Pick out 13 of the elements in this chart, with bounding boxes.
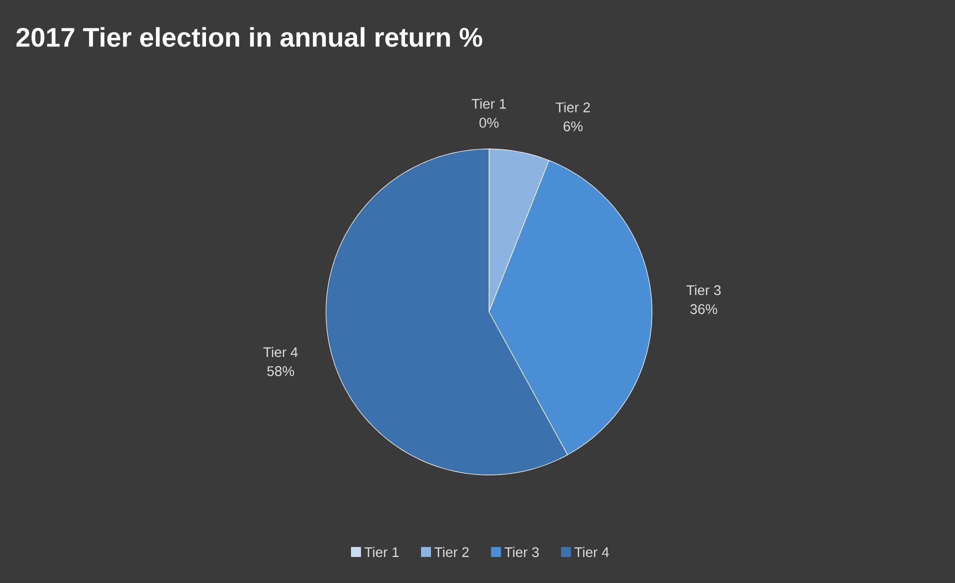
- data-label: 36%: [690, 304, 718, 314]
- legend-label: Tier 1: [364, 546, 399, 558]
- legend-label: Tier 4: [574, 546, 609, 558]
- legend-label: Tier 2: [434, 546, 469, 558]
- slice-label: Tier 4: [263, 346, 298, 358]
- data-label: 6%: [564, 121, 583, 132]
- text: 0%: [479, 118, 499, 128]
- category-label: Tier 1: [472, 98, 506, 109]
- data-label: 58%: [267, 366, 294, 376]
- chart-title: 2017 Tier election in annual return %: [16, 27, 482, 47]
- slice-label: Tier 2: [556, 102, 590, 112]
- legend-label: Tier 3: [504, 546, 539, 558]
- slice-label: Tier 3: [686, 284, 721, 296]
